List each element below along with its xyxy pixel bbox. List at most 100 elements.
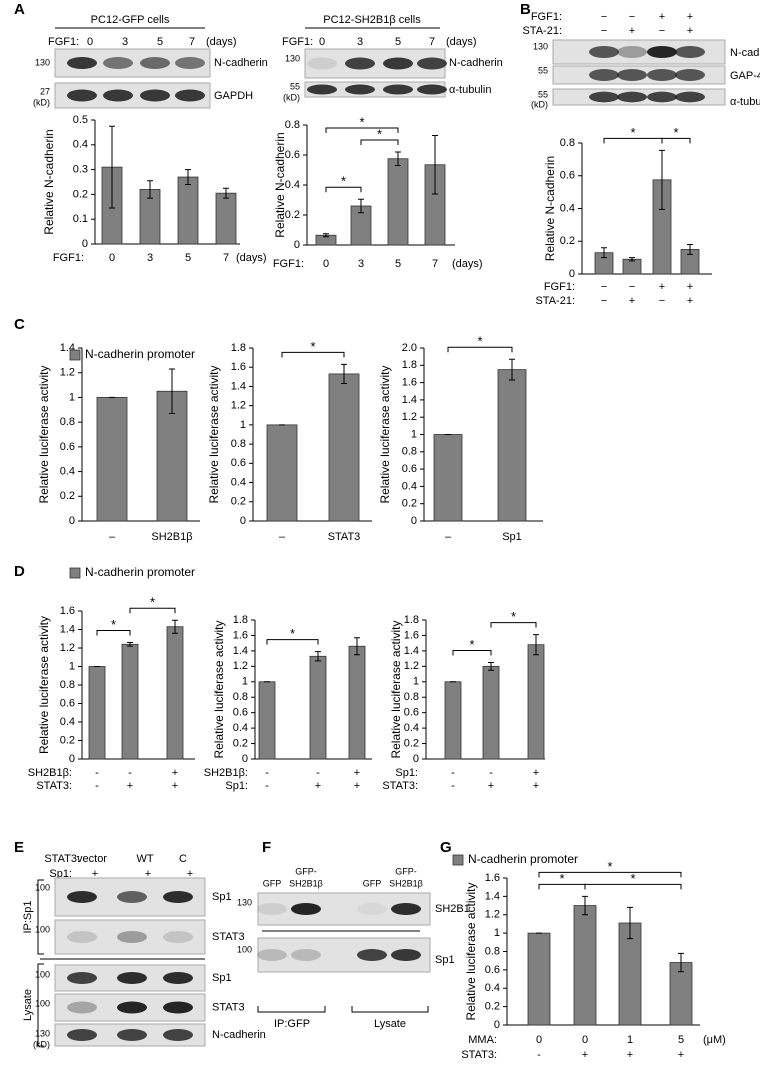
band bbox=[140, 57, 170, 69]
error-bar bbox=[687, 244, 693, 255]
x-tick-label: - bbox=[537, 1049, 541, 1061]
band bbox=[117, 891, 147, 903]
x-tick-label: + bbox=[315, 780, 321, 792]
band bbox=[675, 69, 705, 81]
band bbox=[647, 46, 677, 58]
band bbox=[117, 1001, 147, 1014]
y-tick-label: 0.2 bbox=[285, 209, 300, 221]
bar bbox=[166, 626, 184, 760]
error-bar bbox=[395, 151, 401, 166]
group-bracket bbox=[37, 963, 44, 1047]
x-tick-label: 5 bbox=[395, 258, 401, 270]
bar bbox=[121, 643, 139, 760]
x-tick-label: 1 bbox=[627, 1034, 633, 1046]
band bbox=[117, 972, 147, 984]
y-axis-label: Relative luciferase activity bbox=[37, 365, 51, 503]
significance-label: * bbox=[377, 126, 382, 141]
marker-unit: (kD) bbox=[33, 97, 50, 107]
y-tick-label: 0.8 bbox=[60, 679, 75, 691]
band bbox=[67, 57, 97, 69]
significance-label: * bbox=[477, 334, 482, 349]
y-tick-label: 1.6 bbox=[231, 361, 246, 373]
y-axis-label: Relative luciferase activity bbox=[37, 616, 51, 754]
label: α-tubulin bbox=[449, 84, 491, 96]
y-tick-label: 0.3 bbox=[73, 164, 88, 176]
y-tick-label: 1.2 bbox=[233, 660, 248, 672]
significance-bracket bbox=[538, 871, 682, 878]
significance-bracket bbox=[452, 649, 492, 656]
error-bar bbox=[323, 233, 329, 238]
y-tick-label: 1.6 bbox=[402, 377, 417, 389]
y-tick-label: 0.4 bbox=[404, 722, 419, 734]
label: (days) bbox=[446, 36, 477, 48]
y-tick-label: 0.2 bbox=[402, 498, 417, 510]
y-tick-label: 0.4 bbox=[402, 480, 417, 492]
y-tick-label: 0.4 bbox=[60, 716, 75, 728]
label: FGF1: bbox=[48, 36, 79, 48]
x-tick-label: – bbox=[445, 531, 452, 543]
x-tick-label: 0 bbox=[536, 1034, 542, 1046]
x-tick-label: - bbox=[489, 767, 493, 779]
label: + bbox=[687, 11, 693, 23]
y-tick-label: 0.8 bbox=[60, 416, 75, 428]
x-tick-label: - bbox=[265, 780, 269, 792]
lane-label: GFP- bbox=[295, 866, 317, 876]
lane-label: GFP- bbox=[395, 866, 417, 876]
x-tick-label: + bbox=[488, 780, 494, 792]
band bbox=[345, 84, 375, 95]
marker: 130 bbox=[35, 1028, 50, 1038]
marker: 55 bbox=[538, 89, 548, 99]
category-unit: (days) bbox=[236, 252, 267, 264]
panel-label: B bbox=[520, 1, 531, 18]
label: 0 bbox=[319, 36, 325, 48]
y-axis-label: Relative luciferase activity bbox=[212, 620, 226, 758]
x-tick-label: 7 bbox=[223, 252, 229, 264]
bar bbox=[433, 434, 463, 522]
error-bar bbox=[627, 906, 633, 940]
y-tick-label: 1.2 bbox=[404, 660, 419, 672]
y-tick-label: 0.6 bbox=[402, 463, 417, 475]
marker-unit: (kD) bbox=[531, 99, 548, 109]
error-bar bbox=[172, 619, 178, 634]
label: + bbox=[629, 25, 635, 37]
significance-label: * bbox=[341, 174, 346, 189]
x-tick-label: - bbox=[265, 767, 269, 779]
marker: 100 bbox=[237, 944, 252, 954]
lane-label: GFP bbox=[263, 878, 282, 888]
panel-label: A bbox=[14, 1, 25, 18]
label: FGF1: bbox=[531, 11, 562, 23]
significance-bracket bbox=[96, 629, 131, 636]
significance-label: * bbox=[290, 626, 295, 641]
y-tick-label: 0.6 bbox=[285, 149, 300, 161]
significance-label: * bbox=[111, 617, 116, 632]
label: (days) bbox=[206, 36, 237, 48]
label: − bbox=[601, 25, 607, 37]
label: PC12-GFP cells bbox=[91, 14, 170, 26]
group-bracket bbox=[37, 879, 44, 955]
bar bbox=[482, 665, 500, 760]
x-tick-label: - bbox=[451, 767, 455, 779]
x-tick-label: - bbox=[451, 780, 455, 792]
bar bbox=[497, 369, 527, 522]
panel-label: E bbox=[14, 839, 24, 856]
label: WT bbox=[136, 853, 153, 865]
band bbox=[117, 931, 147, 943]
x-tick-label: − bbox=[601, 295, 607, 307]
band bbox=[291, 903, 321, 915]
y-tick-label: 1.2 bbox=[485, 909, 500, 921]
label: + bbox=[659, 11, 665, 23]
label: 0 bbox=[87, 36, 93, 48]
label: PC12-SH2B1β cells bbox=[323, 14, 421, 26]
error-bar bbox=[223, 187, 229, 199]
band bbox=[163, 1029, 193, 1041]
y-tick-label: 0.6 bbox=[485, 964, 500, 976]
marker: 100 bbox=[35, 998, 50, 1008]
band bbox=[67, 89, 97, 102]
error-bar bbox=[127, 641, 133, 647]
label: 3 bbox=[357, 36, 363, 48]
y-tick-label: 0 bbox=[69, 515, 75, 527]
x-tick-label: – bbox=[109, 531, 116, 543]
label: 7 bbox=[429, 36, 435, 48]
y-tick-label: 0 bbox=[411, 515, 417, 527]
y-tick-label: 0.2 bbox=[485, 1001, 500, 1013]
